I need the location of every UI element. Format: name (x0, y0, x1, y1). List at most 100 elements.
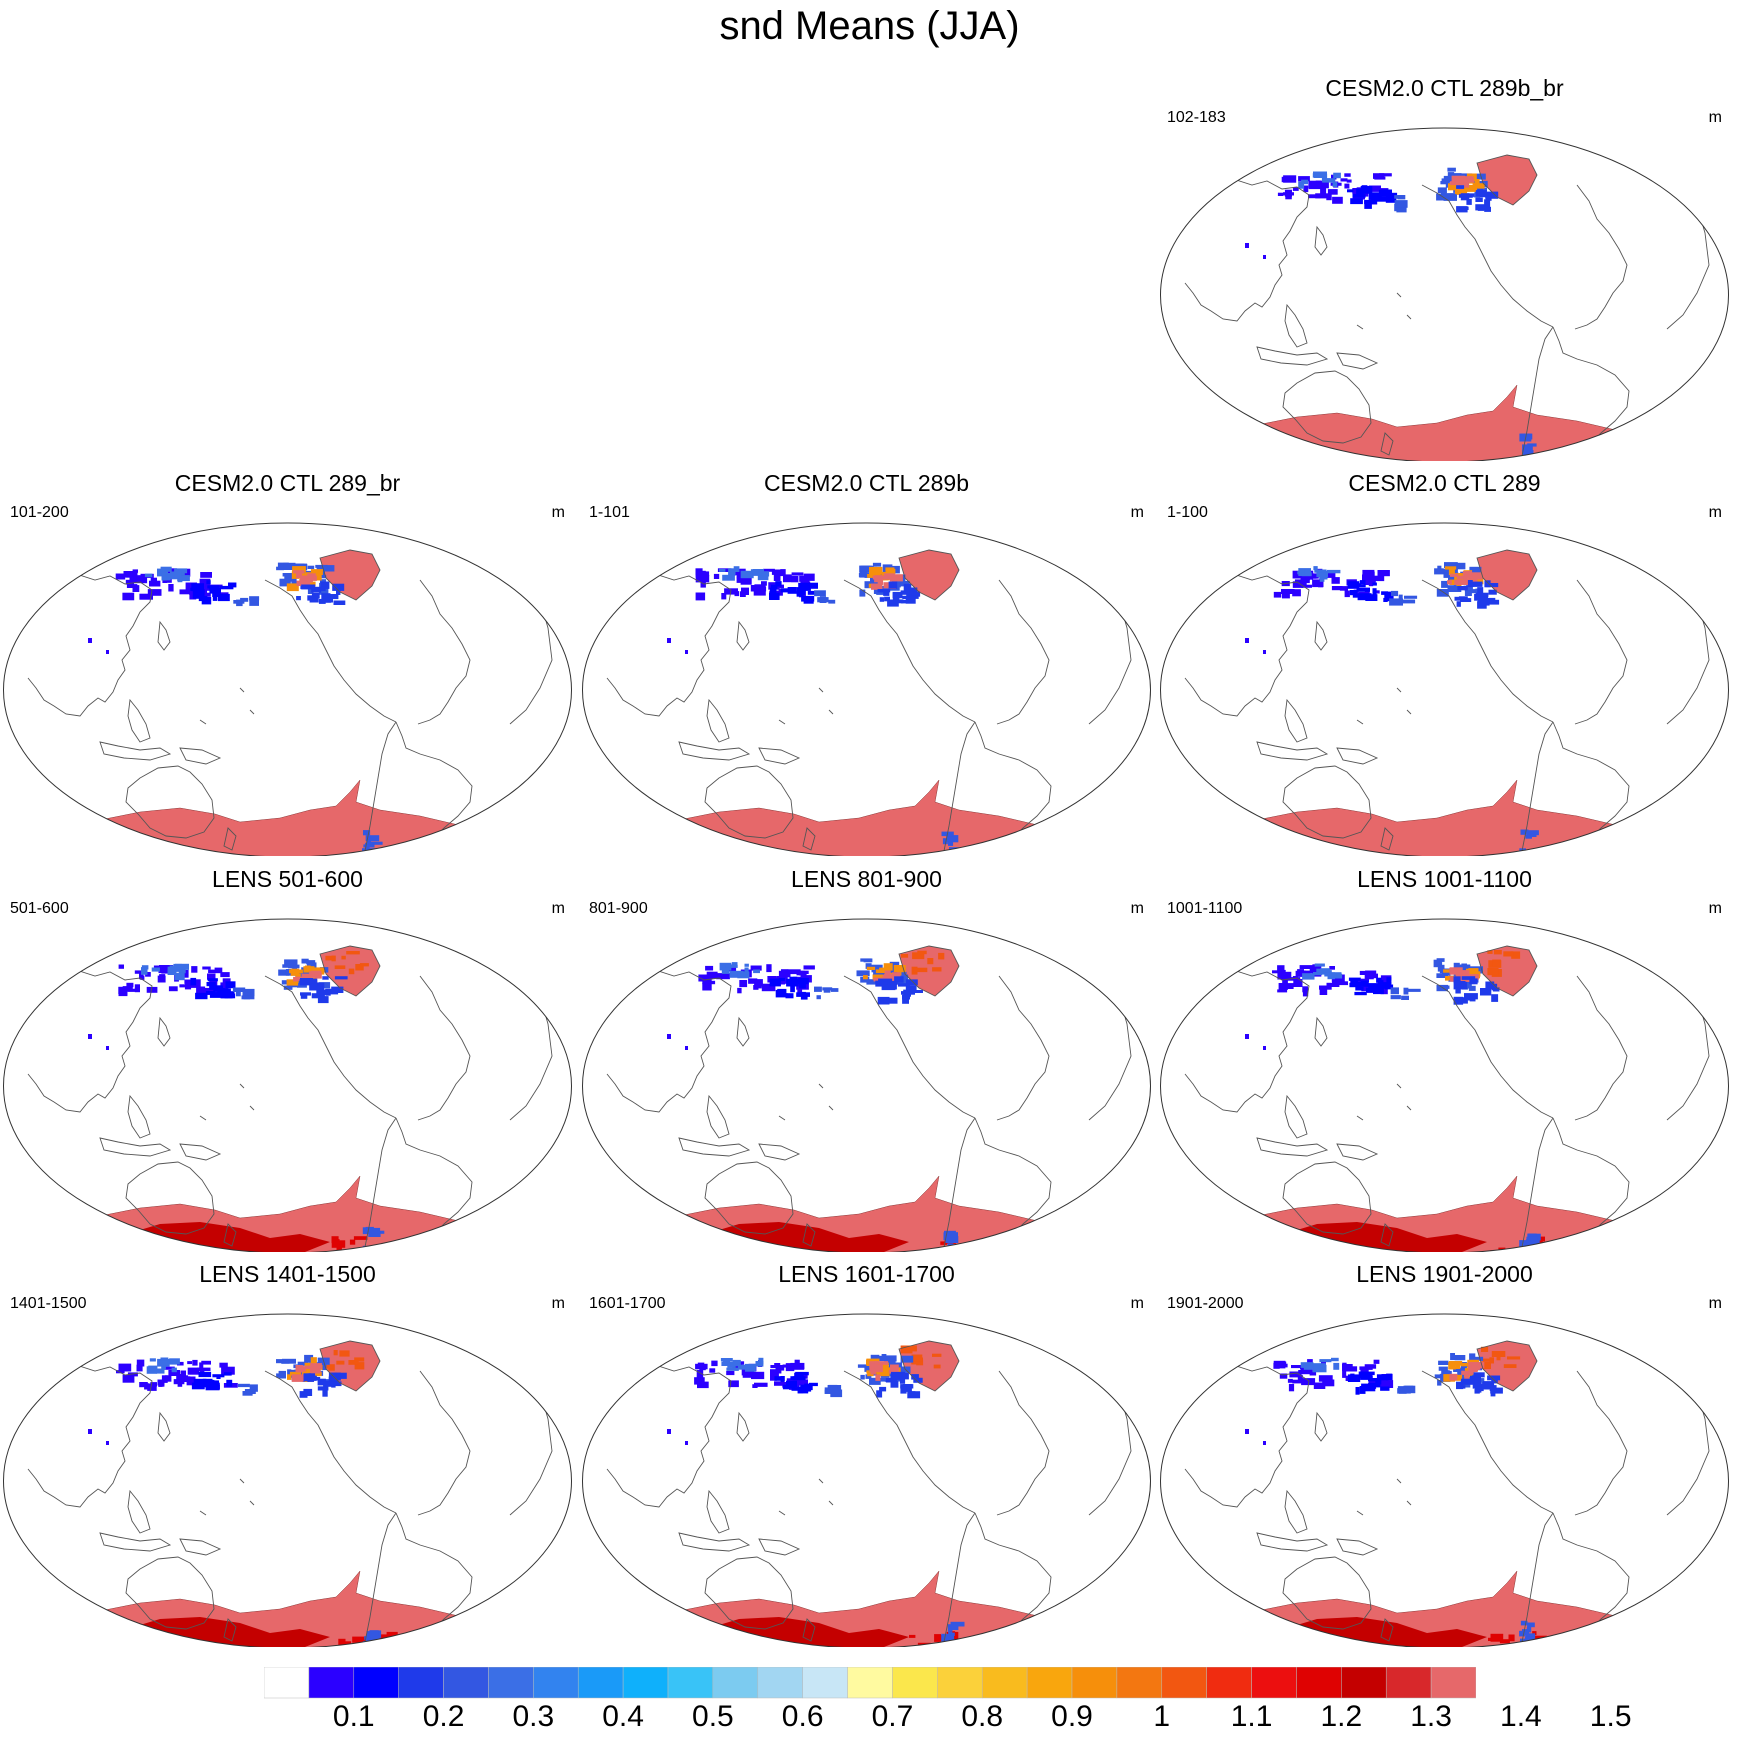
colorbar-swatch (533, 1667, 579, 1699)
panel-title: LENS 501-600 (212, 866, 363, 892)
panel-title: CESM2.0 CTL 289b_br (1325, 75, 1564, 101)
snow-depth-map (582, 1313, 1151, 1647)
colorbar-swatch (757, 1667, 803, 1699)
panel-unit: m (1708, 1295, 1722, 1312)
colorbar-swatch (622, 1667, 669, 1699)
panel-title: LENS 1601-1700 (778, 1261, 955, 1287)
colorbar-swatch (1161, 1667, 1207, 1699)
colorbar-tick-label: 1.5 (1589, 1700, 1632, 1733)
map-boundary (3, 918, 572, 1252)
colorbar-swatch (264, 1667, 310, 1699)
panel-year-range: 801-900 (589, 900, 648, 917)
map-panel: CESM2.0 CTL 289_br 101-200 m (0, 470, 575, 856)
colorbar-tick-label: 1 (1153, 1700, 1171, 1733)
colorbar-tick-label: 0.9 (1051, 1700, 1093, 1733)
map-boundary (582, 1313, 1151, 1647)
greenland-snow (320, 550, 380, 600)
map-panel: LENS 1001-1100 1001-1100 m (1157, 866, 1732, 1252)
colorbar-swatch (847, 1667, 893, 1699)
colorbar-swatch (937, 1667, 983, 1699)
map-panel: CESM2.0 CTL 289 1-100 m (1157, 470, 1732, 856)
panel-unit: m (551, 504, 565, 521)
panel-unit: m (1130, 504, 1144, 521)
colorbar-tick-label: 1.4 (1500, 1700, 1542, 1733)
panel-title: LENS 1401-1500 (199, 1261, 376, 1287)
panel-year-range: 1401-1500 (10, 1295, 87, 1312)
colorbar-swatch (802, 1667, 848, 1699)
panel-unit: m (1708, 504, 1722, 521)
map-boundary (1160, 918, 1729, 1252)
panel-title: CESM2.0 CTL 289_br (174, 470, 401, 496)
snow-depth-map (3, 522, 572, 856)
greenland-snow (1477, 550, 1537, 600)
colorbar-swatch (1071, 1667, 1118, 1699)
panel-title: CESM2.0 CTL 289b (764, 470, 969, 496)
colorbar-swatch (1251, 1667, 1297, 1699)
colorbar-tick-label: 1.3 (1410, 1700, 1452, 1733)
colorbar-swatch (308, 1667, 355, 1699)
panel-year-range: 101-200 (10, 504, 69, 521)
colorbar-tick-label: 1.1 (1230, 1700, 1273, 1733)
colorbar-swatch (398, 1667, 444, 1699)
colorbar-swatch (1116, 1667, 1163, 1699)
map-boundary (3, 1313, 572, 1647)
colorbar-tick-label: 0.5 (692, 1700, 734, 1733)
map-boundary (1160, 522, 1729, 856)
panel-year-range: 1601-1700 (589, 1295, 666, 1312)
panel-unit: m (551, 1295, 565, 1312)
map-panel: LENS 501-600 501-600 m (0, 866, 575, 1252)
colorbar-tick-label: 0.1 (332, 1700, 375, 1733)
panel-title: LENS 801-900 (791, 866, 942, 892)
map-panel: LENS 1401-1500 1401-1500 m (0, 1261, 575, 1647)
map-panel: LENS 801-900 801-900 m (579, 866, 1154, 1252)
panel-unit: m (1708, 109, 1722, 126)
greenland-snow (1477, 155, 1537, 205)
panel-year-range: 1-100 (1167, 504, 1208, 521)
greenland-snow (899, 550, 959, 600)
panel-title: CESM2.0 CTL 289 (1348, 470, 1541, 496)
colorbar-swatch (1026, 1667, 1073, 1699)
panel-year-range: 1-101 (589, 504, 630, 521)
panel-title: LENS 1001-1100 (1357, 866, 1532, 892)
colorbar-tick-label: 0.7 (871, 1700, 914, 1733)
colorbar-swatch (488, 1667, 534, 1699)
map-boundary (3, 522, 572, 856)
map-boundary (582, 522, 1151, 856)
figure-title: snd Means (JJA) (719, 4, 1020, 48)
colorbar-swatch (667, 1667, 714, 1699)
colorbar-tick-label: 0.8 (961, 1700, 1004, 1733)
panel-unit: m (1708, 900, 1722, 917)
colorbar-swatch (577, 1667, 624, 1699)
panel-year-range: 102-183 (1167, 109, 1226, 126)
colorbar (264, 1667, 1476, 1699)
colorbar-swatch (892, 1667, 938, 1699)
map-boundary (1160, 1313, 1729, 1647)
snow-depth-map (1160, 918, 1729, 1252)
colorbar-swatch (1341, 1667, 1387, 1699)
panel-year-range: 1901-2000 (1167, 1295, 1244, 1312)
greenland-snow (899, 1341, 959, 1391)
colorbar-labels: 0.1 0.2 0.3 0.4 0.5 0.6 0.7 0.8 0.9 1 1.1 1.2 1.3 1.4… (0, 1700, 1739, 1740)
map-boundary (582, 918, 1151, 1252)
map-panel: LENS 1901-2000 1901-2000 m (1157, 1261, 1732, 1647)
panel-unit: m (551, 900, 565, 917)
colorbar-tick-label: 0.3 (512, 1700, 555, 1733)
panel-unit: m (1130, 900, 1144, 917)
colorbar-tick-label: 0.4 (602, 1700, 644, 1733)
snow-depth-map (1160, 127, 1729, 461)
colorbar-swatch (1385, 1667, 1432, 1699)
panel-year-range: 1001-1100 (1167, 900, 1243, 917)
colorbar-swatch (1430, 1667, 1476, 1699)
colorbar-tick-label: 1.2 (1320, 1700, 1363, 1733)
colorbar-swatch (1296, 1667, 1342, 1699)
colorbar-swatch (712, 1667, 759, 1699)
snow-depth-map (582, 522, 1151, 856)
snow-depth-map (582, 918, 1151, 1252)
map-boundary (1160, 127, 1729, 461)
snow-depth-map (3, 1313, 572, 1647)
colorbar-swatch (353, 1667, 399, 1699)
snow-depth-map (3, 918, 572, 1252)
snow-depth-map (1160, 1313, 1729, 1647)
colorbar-tick-label: 0.6 (781, 1700, 824, 1733)
panel-title: LENS 1901-2000 (1356, 1261, 1533, 1287)
